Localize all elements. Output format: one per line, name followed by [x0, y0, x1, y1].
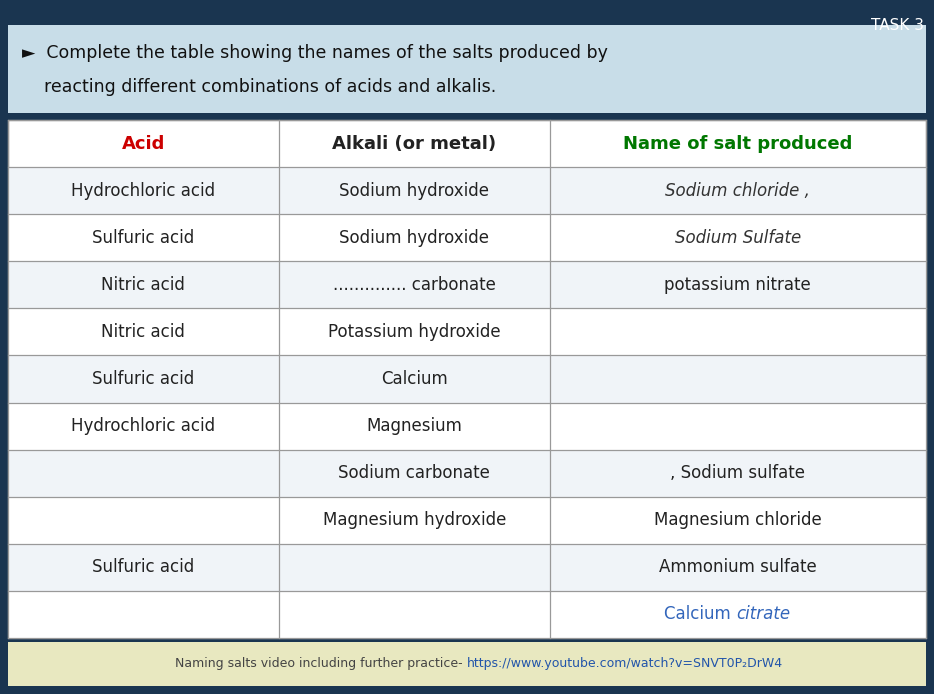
Text: Ammonium sulfate: Ammonium sulfate: [658, 559, 816, 576]
Bar: [8, 642, 926, 686]
Bar: [8, 544, 926, 591]
Bar: [8, 450, 926, 497]
Bar: [8, 403, 926, 450]
Text: Acid: Acid: [121, 135, 165, 153]
Text: TASK 3: TASK 3: [871, 18, 924, 33]
Text: Nitric acid: Nitric acid: [102, 276, 185, 294]
Text: Sulfuric acid: Sulfuric acid: [92, 229, 194, 247]
Bar: [8, 261, 926, 308]
Bar: [8, 591, 926, 638]
Text: Alkali (or metal): Alkali (or metal): [333, 135, 496, 153]
Text: Magnesium chloride: Magnesium chloride: [654, 511, 822, 530]
Text: Sulfuric acid: Sulfuric acid: [92, 559, 194, 576]
Text: Sodium Sulfate: Sodium Sulfate: [674, 229, 801, 247]
Text: Hydrochloric acid: Hydrochloric acid: [71, 417, 216, 435]
Text: Potassium hydroxide: Potassium hydroxide: [328, 323, 501, 341]
Bar: [8, 25, 926, 113]
Text: ►  Complete the table showing the names of the salts produced by: ► Complete the table showing the names o…: [22, 44, 608, 62]
Text: Sodium hydroxide: Sodium hydroxide: [339, 182, 489, 200]
Text: Hydrochloric acid: Hydrochloric acid: [71, 182, 216, 200]
Text: Magnesium: Magnesium: [366, 417, 462, 435]
Text: reacting different combinations of acids and alkalis.: reacting different combinations of acids…: [22, 78, 496, 96]
Text: Sodium hydroxide: Sodium hydroxide: [339, 229, 489, 247]
Text: potassium nitrate: potassium nitrate: [664, 276, 812, 294]
Bar: [8, 120, 926, 638]
Bar: [8, 167, 926, 214]
Text: Nitric acid: Nitric acid: [102, 323, 185, 341]
Text: Calcium: Calcium: [664, 605, 736, 623]
Bar: [8, 497, 926, 544]
Text: , Sodium sulfate: , Sodium sulfate: [671, 464, 805, 482]
Text: Sulfuric acid: Sulfuric acid: [92, 370, 194, 388]
Text: citrate: citrate: [736, 605, 790, 623]
Text: Sodium carbonate: Sodium carbonate: [338, 464, 490, 482]
Text: .............. carbonate: .............. carbonate: [333, 276, 496, 294]
Bar: [8, 355, 926, 403]
Text: Name of salt produced: Name of salt produced: [623, 135, 853, 153]
Bar: [8, 214, 926, 261]
Text: Magnesium hydroxide: Magnesium hydroxide: [322, 511, 506, 530]
Text: Sodium chloride ,: Sodium chloride ,: [665, 182, 811, 200]
Text: Calcium: Calcium: [381, 370, 447, 388]
Text: Naming salts video including further practice-: Naming salts video including further pra…: [176, 657, 467, 670]
Bar: [8, 308, 926, 355]
Text: https://www.youtube.com/watch?v=SNVT0P₂DrW4: https://www.youtube.com/watch?v=SNVT0P₂D…: [467, 657, 783, 670]
